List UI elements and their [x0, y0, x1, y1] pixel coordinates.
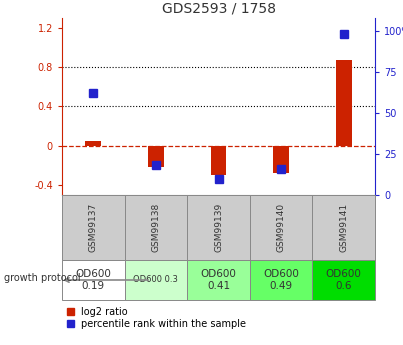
Text: growth protocol: growth protocol — [4, 273, 81, 283]
Text: OD600 0.3: OD600 0.3 — [133, 276, 179, 285]
Bar — [187, 195, 250, 260]
Bar — [312, 260, 375, 300]
Text: OD600
0.19: OD600 0.19 — [75, 269, 111, 291]
Bar — [125, 260, 187, 300]
Title: GDS2593 / 1758: GDS2593 / 1758 — [162, 1, 276, 16]
Text: GSM99139: GSM99139 — [214, 203, 223, 252]
Text: OD600
0.41: OD600 0.41 — [201, 269, 237, 291]
Legend: log2 ratio, percentile rank within the sample: log2 ratio, percentile rank within the s… — [67, 307, 247, 329]
Bar — [336, 60, 351, 146]
Bar — [62, 260, 125, 300]
Text: GSM99137: GSM99137 — [89, 203, 98, 252]
Bar — [312, 195, 375, 260]
Bar — [62, 195, 125, 260]
Text: GSM99141: GSM99141 — [339, 203, 348, 252]
Bar — [250, 260, 312, 300]
Bar — [250, 195, 312, 260]
Bar — [273, 146, 289, 174]
Bar — [187, 260, 250, 300]
Text: OD600
0.6: OD600 0.6 — [326, 269, 361, 291]
Text: OD600
0.49: OD600 0.49 — [263, 269, 299, 291]
Bar — [85, 141, 101, 146]
Text: GSM99140: GSM99140 — [276, 203, 286, 252]
Bar — [211, 146, 226, 175]
Bar — [148, 146, 164, 167]
Bar — [125, 195, 187, 260]
Text: GSM99138: GSM99138 — [152, 203, 160, 252]
